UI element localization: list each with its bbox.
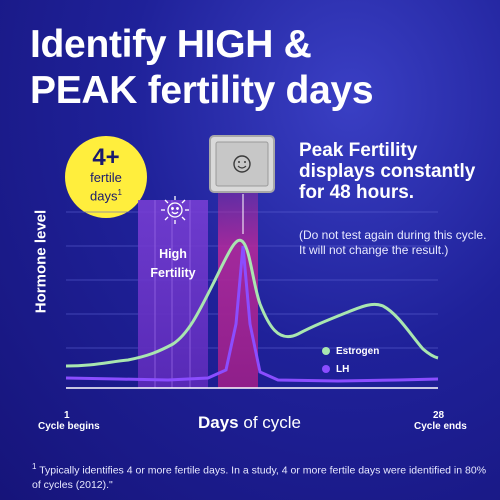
lh-swatch xyxy=(322,365,330,373)
high-fertility-label: High Fertility xyxy=(150,247,196,280)
x-axis-start-label: Cycle begins xyxy=(38,421,100,432)
badge-number: 4+ xyxy=(92,144,120,171)
test-display xyxy=(209,135,275,193)
smiling-sun-icon xyxy=(161,196,189,224)
peak-fertility-band xyxy=(218,174,258,388)
x-axis-label: Days of cycle xyxy=(198,413,301,432)
x-axis-end-label: Cycle ends xyxy=(414,421,467,432)
high-fertility-day-lines xyxy=(154,200,191,388)
headline-line-2: PEAK fertility days xyxy=(30,69,374,112)
y-axis-label: Hormone level xyxy=(32,209,50,314)
legend-lh: LH xyxy=(322,364,349,375)
lh-curve xyxy=(65,245,439,383)
fertile-days-badge: 4+ fertile days1 xyxy=(65,136,147,218)
high-fertility-band xyxy=(138,200,208,388)
x-axis-end-day: 28 xyxy=(433,410,445,421)
estrogen-swatch xyxy=(322,347,330,355)
smiley-face-icon xyxy=(233,155,251,173)
headline: Identify HIGH & PEAK fertility days xyxy=(30,22,470,114)
peak-fertility-note: (Do not test again during this cycle. It… xyxy=(299,228,487,257)
estrogen-curve xyxy=(65,238,439,368)
hormone-chart xyxy=(65,135,439,389)
footnote: 1 Typically identifies 4 or more fertile… xyxy=(32,462,487,491)
headline-line-1: Identify HIGH & xyxy=(30,23,312,66)
peak-fertility-title: Peak Fertility displays constantly for 4… xyxy=(299,140,476,203)
badge-line-1: fertile xyxy=(90,170,122,185)
badge-line-2: days1 xyxy=(90,188,122,204)
legend-estrogen: Estrogen xyxy=(322,346,379,357)
x-axis-start-day: 1 xyxy=(64,410,70,421)
